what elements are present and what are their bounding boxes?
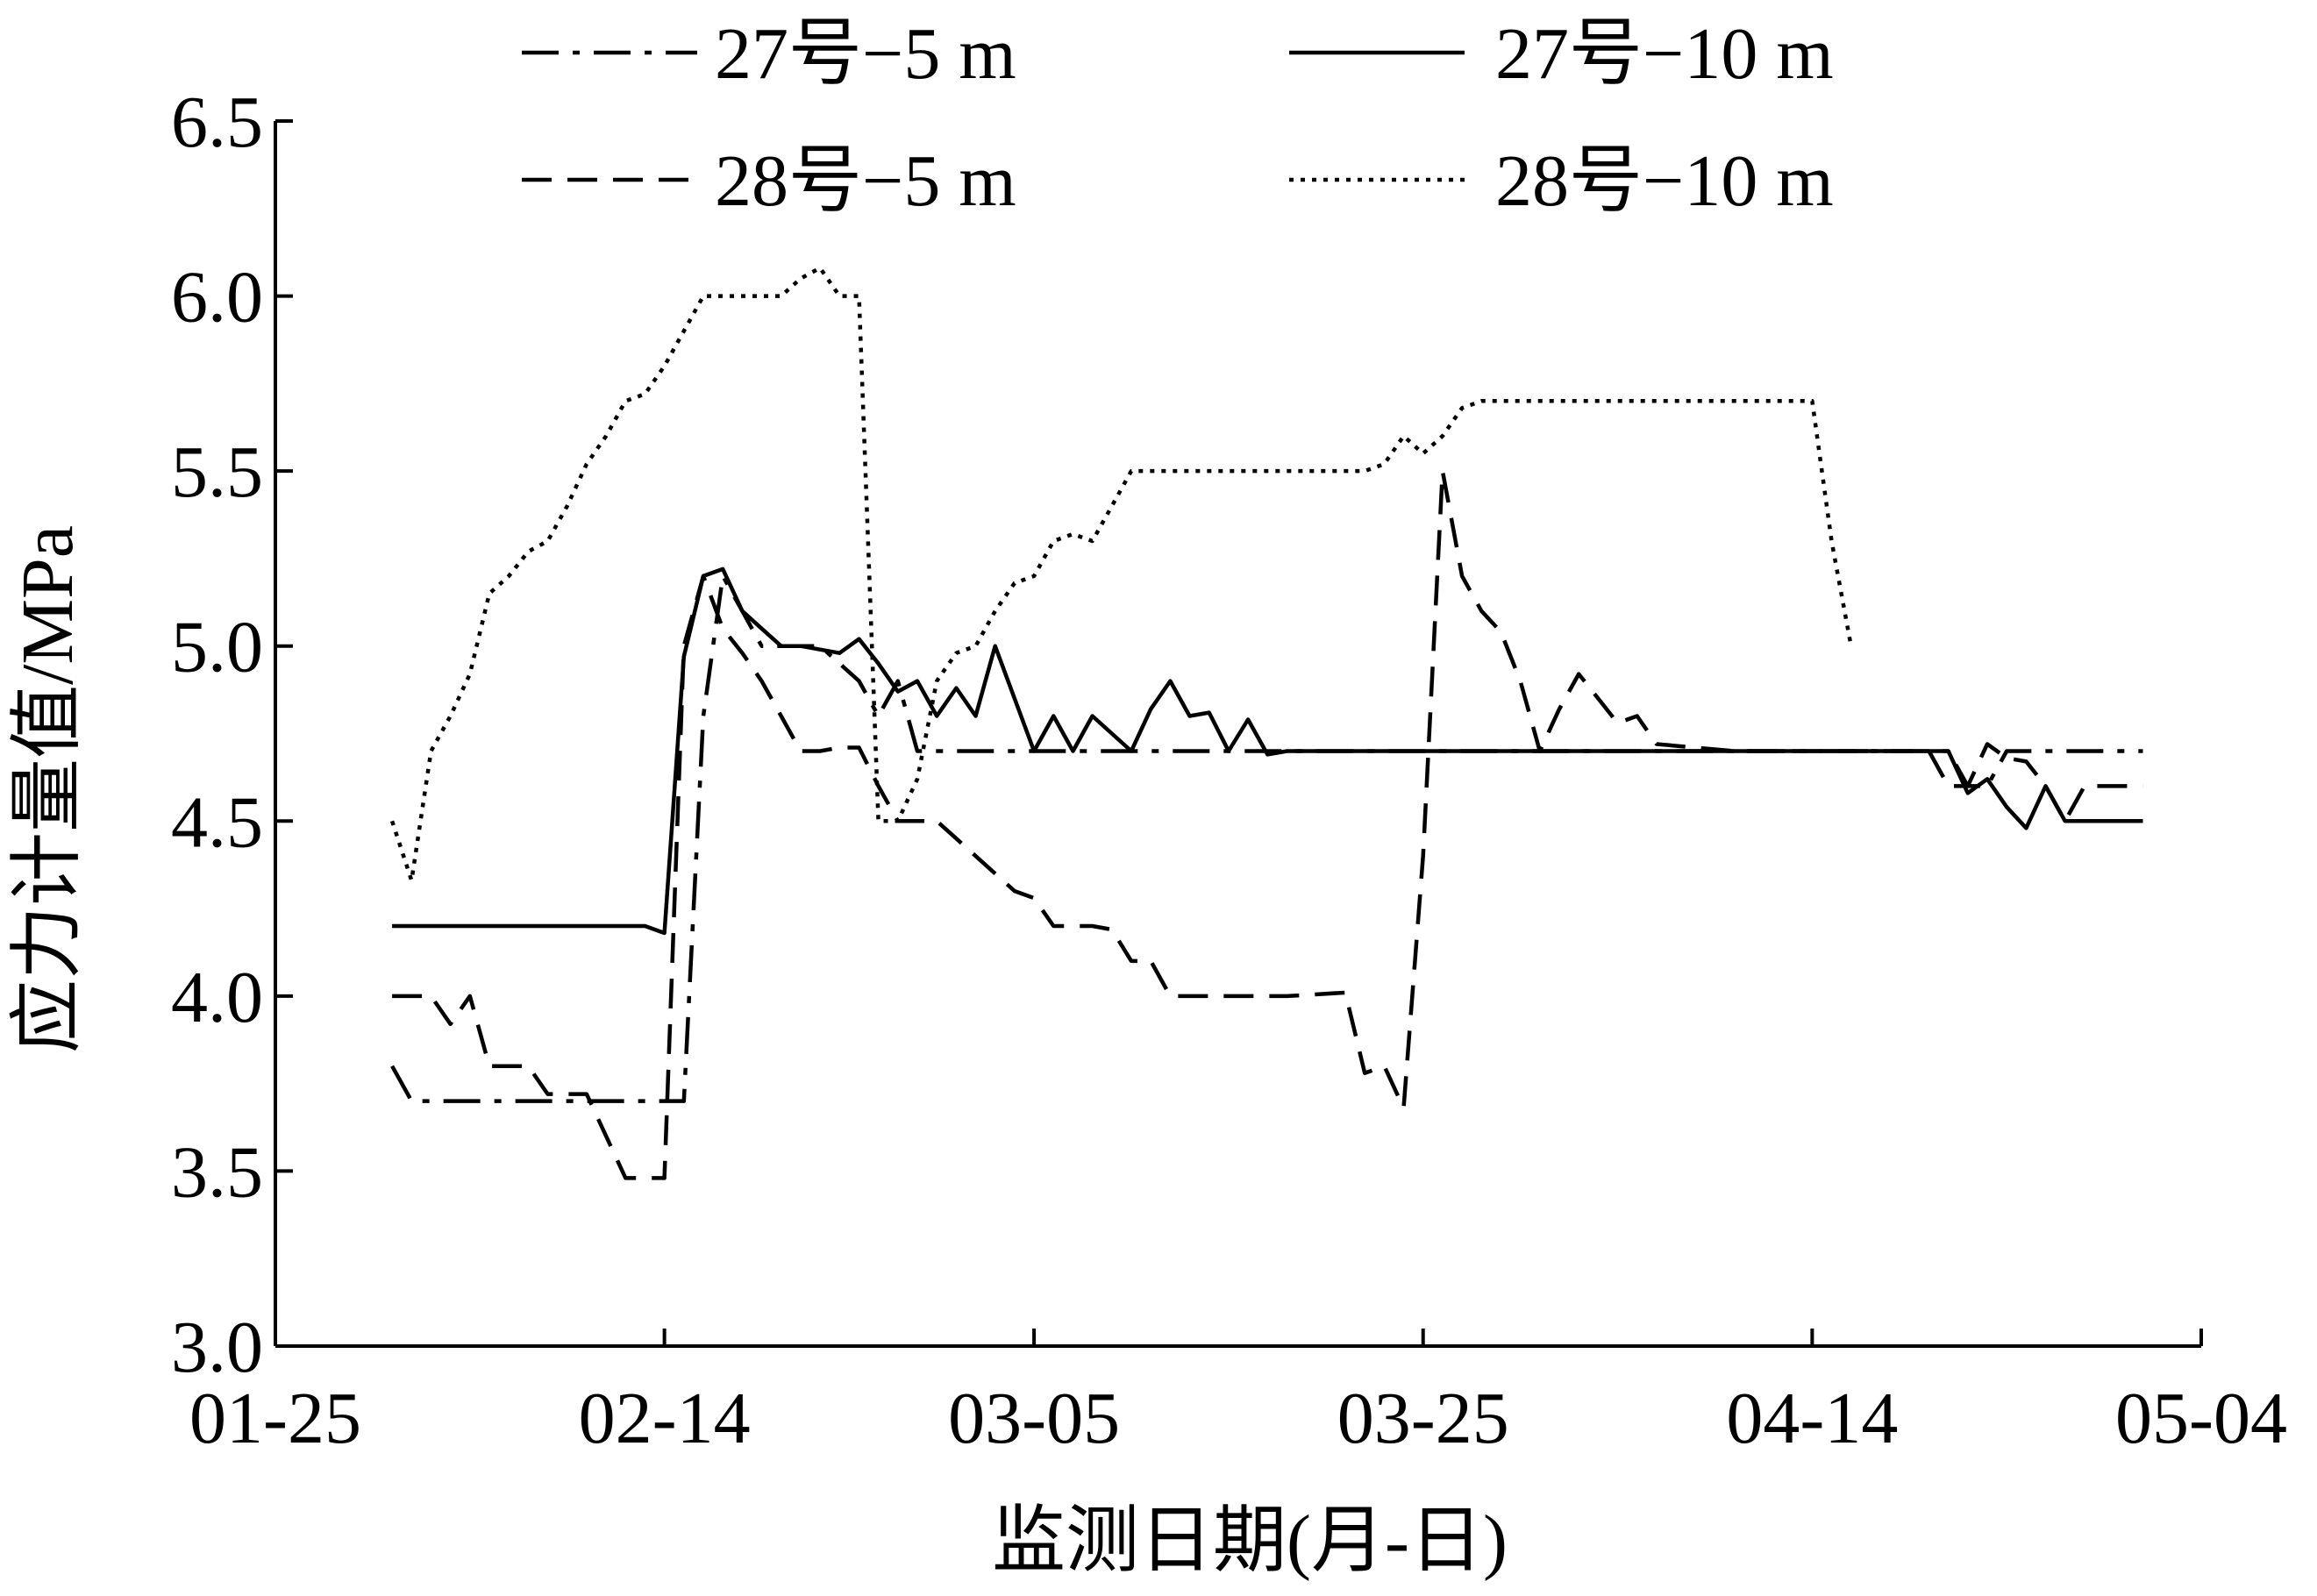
series-line-2 — [392, 566, 2143, 936]
axes: 3.0 3.5 4.0 4.5 5.0 5.5 6.0 6.5 01-25 02-14 03-05 0… — [171, 82, 2287, 1459]
series-line-1 — [390, 574, 2143, 1103]
series-line-4 — [389, 266, 1853, 883]
x-tick-label: 03-05 — [948, 1378, 1120, 1459]
y-axis-title: 应力计量值/MPa — [7, 525, 89, 1053]
y-tick-label: 3.5 — [171, 1131, 263, 1213]
x-tick-label: 03-25 — [1337, 1378, 1509, 1459]
x-axis-title: 监测日期(月-日) — [992, 1500, 1508, 1582]
series-layer — [389, 266, 2143, 1180]
y-tick-label: 4.5 — [171, 781, 263, 863]
x-tick-label: 05-04 — [2115, 1378, 2287, 1459]
legend: 27号−5 m 27号−10 m 28号−5 m 28号−10 m — [522, 13, 1834, 222]
legend-label: 28号−10 m — [1495, 140, 1834, 222]
x-tick-label: 01-25 — [189, 1378, 361, 1459]
x-tick-label: 04-14 — [1726, 1378, 1898, 1459]
legend-item-1: 27号−5 m — [522, 13, 1016, 95]
y-tick-label: 6.0 — [171, 257, 263, 338]
y-tick-label: 5.0 — [171, 607, 263, 688]
y-tick-label: 4.0 — [171, 957, 263, 1038]
legend-item-3: 28号−5 m — [522, 140, 1016, 222]
y-tick-label: 5.5 — [171, 431, 263, 513]
legend-item-4: 28号−10 m — [1289, 140, 1834, 222]
legend-label: 28号−5 m — [715, 140, 1016, 222]
y-tick-label: 6.5 — [171, 82, 263, 163]
y-tick-label: 3.0 — [171, 1307, 263, 1388]
legend-label: 27号−10 m — [1495, 13, 1834, 95]
x-tick-label: 02-14 — [579, 1378, 751, 1459]
legend-item-2: 27号−10 m — [1289, 13, 1834, 95]
series-line-3 — [392, 468, 2143, 1180]
legend-label: 27号−5 m — [715, 13, 1016, 95]
